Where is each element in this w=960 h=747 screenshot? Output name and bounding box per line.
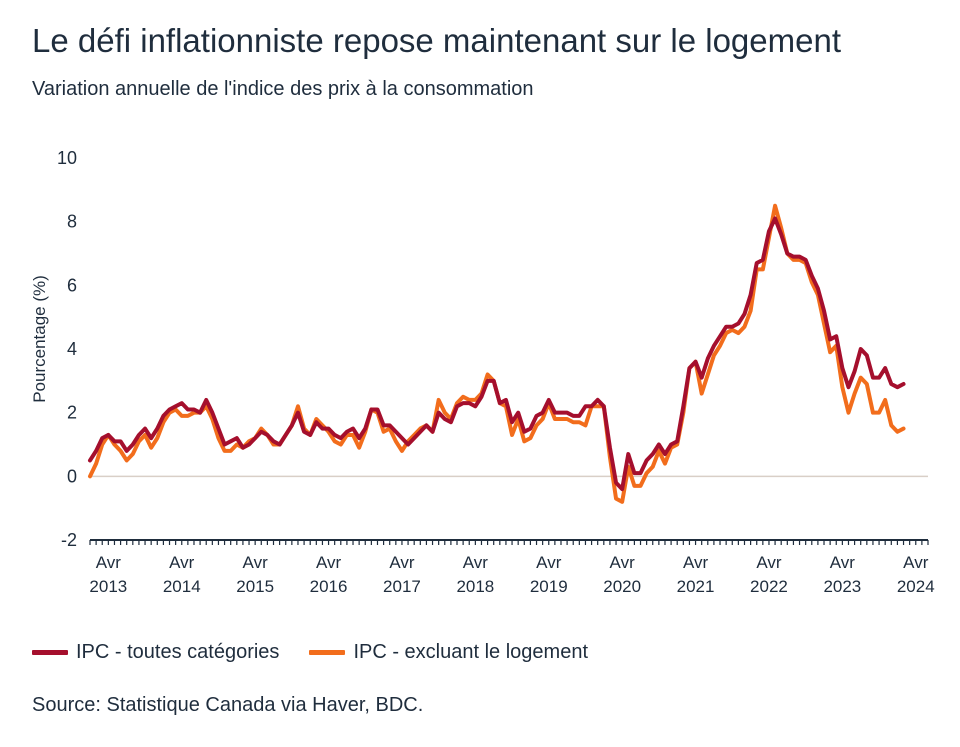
x-tick-label-month: Avr: [756, 553, 782, 572]
y-tick-label: 4: [67, 339, 77, 359]
x-tick-label-month: Avr: [316, 553, 342, 572]
x-tick-label-year: 2015: [236, 577, 274, 596]
legend-label-ex-shelter: IPC - excluant le logement: [353, 641, 588, 663]
series-line-all-items: [88, 216, 906, 492]
x-tick-label-year: 2024: [897, 577, 935, 596]
x-tick-label-month: Avr: [536, 553, 562, 572]
legend: IPC - toutes catégories IPC - excluant l…: [32, 641, 618, 664]
y-tick-label: 8: [67, 212, 77, 232]
x-tick-label-year: 2018: [456, 577, 494, 596]
y-tick-label: 10: [57, 148, 77, 168]
x-tick-label-month: Avr: [96, 553, 122, 572]
series-lines: [88, 203, 906, 504]
x-axis-ticks: Avr 2013 Avr 2014 Avr 2015 Avr 2016 Avr 2017 Avr 20…: [89, 540, 935, 596]
x-tick-label-year: 2017: [383, 577, 421, 596]
x-tick-label-year: 2016: [310, 577, 348, 596]
legend-label-all-items: IPC - toutes catégories: [76, 641, 280, 663]
chart-title: Le défi inflationniste repose maintenant…: [32, 22, 841, 59]
y-tick-label: 2: [67, 403, 77, 423]
x-tick-label-year: 2019: [530, 577, 568, 596]
series-line-ex-shelter: [88, 203, 906, 504]
x-tick-label-year: 2022: [750, 577, 788, 596]
x-tick-label-month: Avr: [610, 553, 636, 572]
legend-swatch-all-items: [32, 650, 68, 655]
y-tick-label: 0: [67, 466, 77, 486]
x-tick-label-month: Avr: [463, 553, 489, 572]
x-tick-label-year: 2013: [89, 577, 127, 596]
x-tick-label-month: Avr: [243, 553, 269, 572]
x-tick-label-month: Avr: [389, 553, 415, 572]
x-tick-label-month: Avr: [830, 553, 856, 572]
chart-subtitle: Variation annuelle de l'indice des prix …: [32, 78, 534, 100]
y-tick-label: -2: [61, 530, 77, 550]
x-tick-label-month: Avr: [903, 553, 929, 572]
x-tick-label-year: 2020: [603, 577, 641, 596]
legend-item-all-items: IPC - toutes catégories: [32, 641, 279, 664]
legend-item-ex-shelter: IPC - excluant le logement: [309, 641, 588, 664]
x-tick-label-year: 2023: [823, 577, 861, 596]
x-tick-label-year: 2021: [677, 577, 715, 596]
x-tick-label-month: Avr: [169, 553, 195, 572]
source-note: Source: Statistique Canada via Haver, BD…: [32, 694, 424, 716]
y-axis-ticks: -2 0 2 4 6 8 10: [57, 148, 77, 550]
legend-swatch-ex-shelter: [309, 650, 346, 655]
x-tick-label-year: 2014: [163, 577, 201, 596]
y-tick-label: 6: [67, 275, 77, 295]
y-axis-label: Pourcentage (%): [30, 275, 49, 403]
x-tick-label-month: Avr: [683, 553, 709, 572]
